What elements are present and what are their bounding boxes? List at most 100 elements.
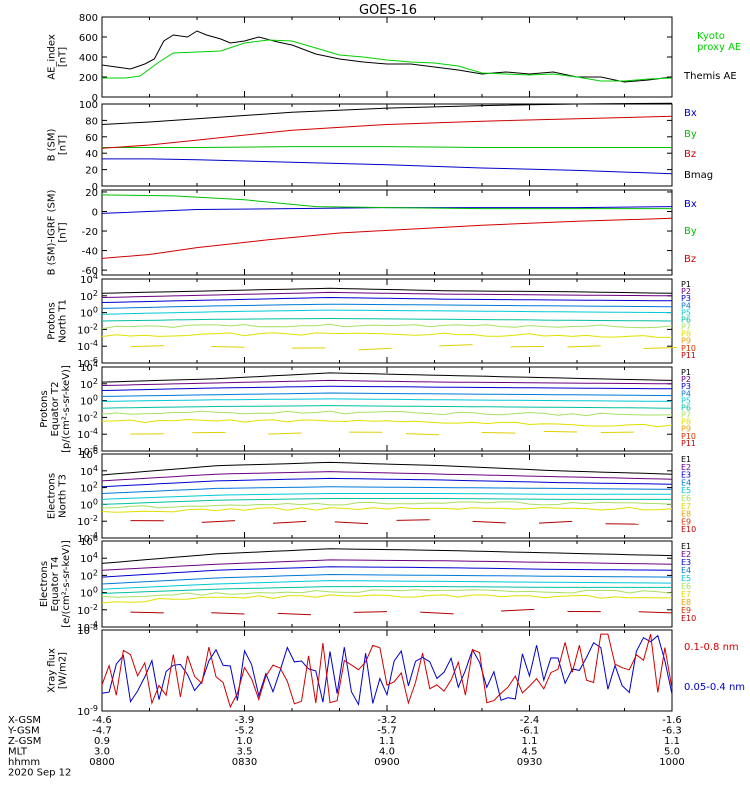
- y-tick-label: 10-2: [77, 514, 98, 528]
- series-line: [101, 30, 673, 83]
- panel-frame: [101, 103, 673, 187]
- channel-line: [101, 461, 673, 476]
- y-axis-label: [nT]: [58, 222, 69, 242]
- y-tick-label: 104: [80, 272, 98, 286]
- y-tick-label: 60: [85, 133, 98, 144]
- channel-segment: [201, 520, 236, 523]
- y-tick-label: 10-9: [77, 704, 98, 718]
- channel-line: [101, 372, 673, 383]
- channel-line: [101, 398, 673, 402]
- y-tick-label: -40: [82, 247, 98, 258]
- legend-item: P11: [681, 351, 696, 360]
- channel-segment: [420, 611, 454, 615]
- footer-date: 2020 Sep 12: [8, 768, 71, 779]
- channel-line: [101, 486, 673, 494]
- legend-item: 0.05-0.4 nm: [684, 682, 745, 693]
- legend-item: P3: [681, 294, 691, 303]
- footer-value: -3.9: [235, 715, 255, 726]
- channel-line: [101, 317, 673, 322]
- panel-ee: 106 104 102 100 10-2 10-4 Electrons Equator T4[…: [39, 534, 696, 634]
- channel-line: [101, 309, 673, 315]
- y-tick-label: 104: [80, 360, 98, 374]
- channel-segment: [405, 433, 440, 436]
- footer-value: -4.6: [92, 715, 112, 726]
- legend-item: P1: [681, 368, 691, 377]
- footer-value: 3.0: [94, 747, 110, 758]
- y-tick-label: 0: [92, 207, 98, 218]
- y-tick-label: 400: [79, 53, 98, 64]
- footer-value: 0800: [89, 757, 114, 768]
- y-tick-label: 104: [80, 551, 98, 565]
- legend-item: E4: [681, 566, 691, 575]
- xray-short-line: [101, 634, 673, 707]
- y-tick-label: 40: [85, 149, 98, 160]
- channel-segment: [472, 520, 506, 524]
- legend-item: E3: [681, 471, 691, 480]
- y-axis-label: Electrons: [47, 473, 58, 519]
- series-line: [102, 146, 672, 148]
- footer-value: -5.2: [235, 726, 255, 737]
- channel-line: [101, 501, 673, 509]
- channel-line: [101, 580, 673, 590]
- channel-segment: [396, 519, 430, 521]
- legend-item: E4: [681, 478, 691, 487]
- legend-item: P9: [681, 425, 691, 434]
- y-tick-label: 600: [79, 33, 98, 44]
- legend-item: P3: [681, 382, 691, 391]
- channel-segment: [277, 612, 312, 616]
- channel-line: [101, 493, 672, 500]
- legend-item: P9: [681, 337, 691, 346]
- legend-item: Bz: [684, 254, 696, 265]
- legend-item: Themis AE: [683, 71, 737, 82]
- y-tick-label: 10-8: [77, 623, 98, 637]
- panel-bdiff: -60 -40 -20 0 20 B (SM)-IGRF (SM) [nT] Bx By Bz: [47, 188, 697, 277]
- footer-value: 1000: [659, 757, 684, 768]
- footer-value: 1.0: [237, 736, 253, 747]
- footer-value: 3.5: [237, 747, 253, 758]
- legend-item: E2: [681, 550, 691, 559]
- legend-item: P6: [681, 403, 691, 412]
- y-tick-label: 100: [79, 100, 98, 111]
- y-tick-label: 102: [80, 481, 98, 495]
- y-axis-label: [p/(cm²-s-sr-keV)]: [61, 365, 72, 453]
- y-tick-label: 10-4: [77, 427, 98, 441]
- footer-row-label: MLT: [8, 747, 28, 758]
- channel-line: [101, 287, 673, 294]
- y-tick-label: 0: [92, 93, 98, 104]
- plot-title: GOES-16: [359, 3, 417, 18]
- footer-value: -1.6: [662, 715, 682, 726]
- panel-pn: 104 102 100 10-2 10-4 10-6 Protons North T1 P1P2…: [47, 272, 697, 370]
- channel-line: [101, 379, 673, 386]
- footer-value: -6.1: [520, 726, 540, 737]
- legend-item: E1: [681, 542, 691, 551]
- panel-bsm: 0 20 40 60 80 100 B (SM) [nT] Bx By Bz Bmag: [47, 100, 714, 193]
- legend-item: E2: [681, 463, 691, 472]
- series-line: [101, 217, 673, 259]
- footer-value: -4.7: [92, 726, 112, 737]
- y-tick-label: 10-6: [77, 444, 98, 458]
- footer-row-label: Y-GSM: [7, 726, 40, 737]
- channel-line: [101, 303, 673, 309]
- channel-line: [101, 566, 673, 578]
- legend-item: Kyoto: [697, 31, 725, 42]
- channel-segment: [500, 608, 535, 612]
- footer-value: 5.0: [664, 747, 680, 758]
- channel-segment: [272, 520, 307, 524]
- y-axis-label: Protons: [47, 302, 58, 339]
- orbit-footer: X-GSM -4.6 -3.9 -3.2 -2.4 -1.6 Y-GSM -4.7 -5.2 -5…: [7, 715, 685, 779]
- legend-item: E3: [681, 558, 691, 567]
- y-tick-label: 10-2: [77, 410, 98, 424]
- series-line: [101, 115, 673, 149]
- legend-item: proxy AE: [697, 42, 741, 53]
- channel-line: [101, 471, 673, 482]
- legend-item: E1: [681, 455, 691, 464]
- channel-segment: [543, 430, 578, 433]
- channel-segment: [439, 344, 473, 347]
- channel-segment: [353, 611, 388, 613]
- footer-value: -3.2: [377, 715, 397, 726]
- legend-item: By: [684, 129, 697, 140]
- channel-segment: [334, 521, 369, 525]
- footer-value: -6.3: [662, 726, 682, 737]
